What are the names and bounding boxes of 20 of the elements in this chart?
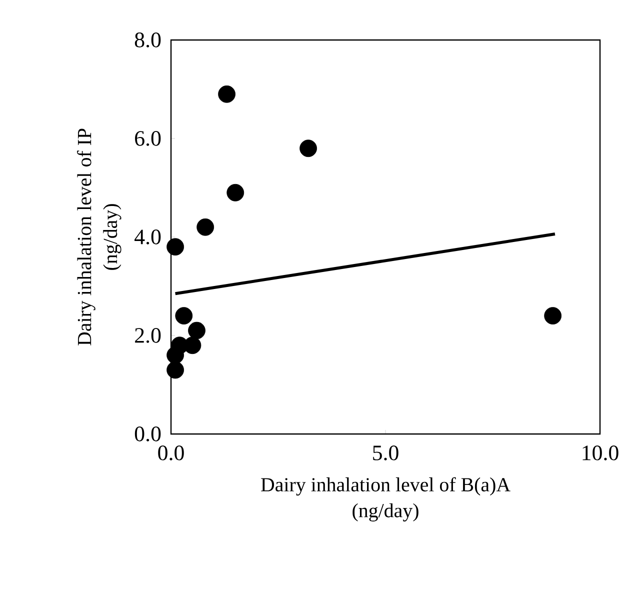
y-axis-title: Dairy inhalation level of IP (ng/day) bbox=[77, 128, 122, 346]
x-tick-label: 0.0 bbox=[158, 446, 184, 460]
point bbox=[196, 218, 214, 236]
point bbox=[300, 140, 317, 158]
point bbox=[175, 307, 193, 324]
point bbox=[166, 346, 184, 364]
x-tick-label: 10.0 bbox=[582, 446, 618, 460]
x-tick-label: 5.0 bbox=[373, 446, 398, 460]
y-tick-label: 2.0 bbox=[135, 328, 161, 343]
y-tick-label: 0.0 bbox=[134, 426, 161, 442]
point bbox=[218, 85, 236, 103]
x-axis-title: Dairy inhalation level of B(a)A (ng/day) bbox=[261, 477, 510, 522]
y-tick-label: 4.0 bbox=[134, 230, 161, 244]
point bbox=[166, 361, 184, 379]
y-tick-label: 8.0 bbox=[134, 32, 161, 48]
y-tick-label: 6.0 bbox=[135, 131, 161, 146]
point bbox=[166, 238, 184, 256]
point bbox=[544, 307, 562, 324]
point bbox=[188, 322, 206, 340]
point bbox=[226, 184, 244, 202]
